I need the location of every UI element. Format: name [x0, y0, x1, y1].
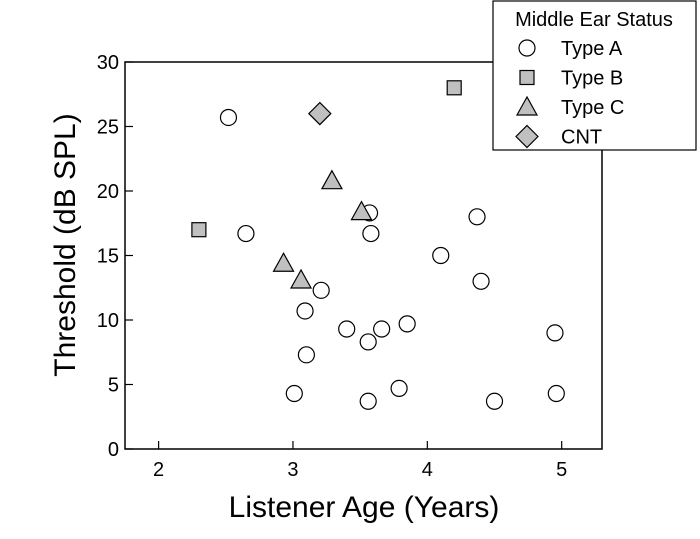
- point-type-a: [472, 272, 490, 290]
- y-tick-label: 0: [108, 439, 119, 461]
- y-tick-label: 10: [97, 310, 119, 332]
- legend-label-type-a: Type A: [561, 38, 623, 60]
- point-type-a: [359, 392, 377, 410]
- x-tick-label: 5: [556, 459, 567, 481]
- legend: Middle Ear Status Type A Type B Type C CNT: [492, 0, 697, 151]
- point-type-a: [237, 224, 255, 243]
- x-axis: 2 3 4 5: [153, 441, 567, 481]
- x-tick-label: 3: [287, 459, 298, 481]
- point-type-a: [285, 384, 303, 403]
- legend-label-type-c: Type C: [561, 97, 624, 119]
- y-tick-label: 30: [97, 52, 119, 74]
- y-tick-label: 25: [97, 117, 119, 139]
- point-type-a: [485, 392, 504, 410]
- y-tick-label: 5: [108, 375, 119, 397]
- legend-marker-type-b: [519, 69, 535, 86]
- point-type-b: [446, 80, 462, 96]
- point-type-a: [296, 302, 314, 320]
- point-type-a: [373, 320, 391, 338]
- point-type-b: [191, 222, 207, 238]
- legend-marker-type-c: [515, 95, 539, 116]
- y-axis: 0 5 10 15 20 25 30: [97, 52, 133, 461]
- point-type-a: [338, 320, 356, 338]
- legend-title: Middle Ear Status: [515, 9, 673, 31]
- y-axis-title: Threshold (dB SPL): [49, 113, 82, 376]
- point-type-a: [432, 246, 450, 265]
- data-points: [191, 80, 565, 410]
- point-type-a: [398, 315, 416, 333]
- y-tick-label: 20: [97, 181, 119, 203]
- point-type-a: [297, 346, 315, 364]
- point-type-c: [290, 268, 313, 289]
- point-type-a: [219, 108, 238, 127]
- point-type-a: [390, 379, 408, 397]
- point-type-c: [272, 252, 295, 272]
- y-tick-label: 15: [97, 246, 119, 268]
- legend-items: Type A Type B Type C CNT: [515, 38, 624, 149]
- point-type-a: [362, 224, 380, 243]
- point-type-a: [547, 384, 565, 403]
- point-type-a: [468, 208, 486, 226]
- legend-label-type-b: Type B: [561, 68, 623, 90]
- x-tick-label: 2: [153, 459, 164, 481]
- point-cnt: [307, 101, 332, 126]
- legend-marker-cnt: [515, 124, 539, 149]
- point-type-a: [546, 324, 564, 342]
- point-type-c: [320, 169, 343, 190]
- point-type-c: [350, 200, 373, 221]
- legend-label-cnt: CNT: [561, 127, 602, 149]
- point-type-a: [359, 333, 377, 351]
- point-type-a: [312, 281, 330, 299]
- x-tick-label: 4: [422, 459, 433, 481]
- x-axis-title: Listener Age (Years): [229, 491, 500, 524]
- legend-marker-type-a: [518, 39, 536, 57]
